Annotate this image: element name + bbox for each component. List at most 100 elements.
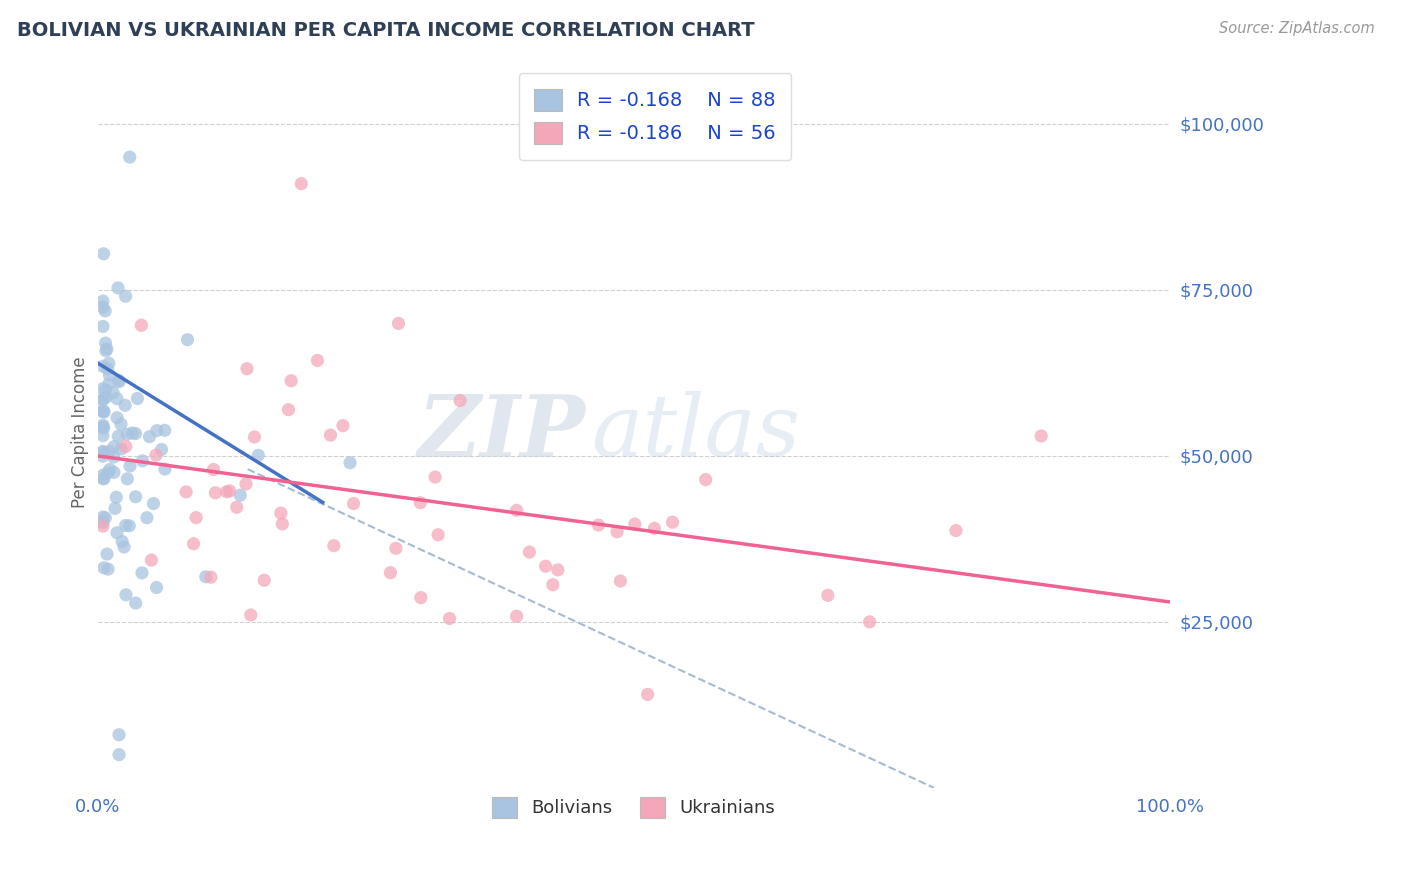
Point: [176, 333, 198, 347]
Point: [239, 607, 262, 622]
Point: [322, 539, 344, 553]
Point: [124, 490, 146, 504]
Point: [332, 418, 354, 433]
Point: [307, 353, 329, 368]
Point: [277, 402, 299, 417]
Point: [202, 462, 225, 476]
Point: [93, 405, 115, 419]
Point: [94, 304, 117, 318]
Point: [91, 392, 114, 407]
Point: [588, 518, 610, 533]
Point: [194, 570, 217, 584]
Point: [146, 424, 169, 438]
Point: [107, 373, 129, 387]
Point: [91, 294, 114, 309]
Point: [101, 385, 124, 400]
Point: [93, 421, 115, 435]
Point: [547, 563, 569, 577]
Point: [103, 440, 125, 454]
Point: [110, 417, 132, 432]
Point: [91, 405, 114, 419]
Point: [91, 519, 114, 533]
Point: [103, 465, 125, 479]
Text: BOLIVIAN VS UKRAINIAN PER CAPITA INCOME CORRELATION CHART: BOLIVIAN VS UKRAINIAN PER CAPITA INCOME …: [17, 21, 755, 39]
Point: [91, 510, 114, 524]
Point: [114, 439, 136, 453]
Text: Source: ZipAtlas.com: Source: ZipAtlas.com: [1219, 21, 1375, 36]
Point: [153, 423, 176, 437]
Point: [111, 534, 134, 549]
Point: [97, 466, 120, 480]
Point: [97, 356, 120, 370]
Point: [114, 289, 136, 303]
Point: [236, 361, 259, 376]
Point: [91, 516, 114, 530]
Point: [142, 497, 165, 511]
Point: [103, 450, 125, 464]
Point: [118, 150, 141, 164]
Point: [945, 524, 967, 538]
Point: [91, 300, 114, 314]
Point: [695, 473, 717, 487]
Point: [96, 342, 118, 356]
Point: [643, 521, 665, 535]
Point: [136, 510, 159, 524]
Point: [93, 246, 115, 260]
Point: [118, 518, 141, 533]
Point: [94, 336, 117, 351]
Text: ZIP: ZIP: [418, 391, 585, 475]
Point: [105, 525, 128, 540]
Point: [131, 318, 153, 333]
Point: [184, 510, 207, 524]
Point: [138, 430, 160, 444]
Point: [174, 484, 197, 499]
Point: [339, 456, 361, 470]
Point: [115, 427, 138, 442]
Point: [125, 596, 148, 610]
Point: [229, 488, 252, 502]
Point: [97, 562, 120, 576]
Point: [131, 566, 153, 580]
Point: [127, 392, 149, 406]
Point: [107, 281, 129, 295]
Point: [93, 560, 115, 574]
Point: [541, 578, 564, 592]
Point: [661, 515, 683, 529]
Point: [859, 615, 882, 629]
Point: [1031, 429, 1053, 443]
Point: [91, 472, 114, 486]
Point: [114, 518, 136, 533]
Point: [91, 403, 114, 417]
Point: [105, 491, 128, 505]
Point: [91, 445, 114, 459]
Point: [200, 570, 222, 584]
Point: [94, 390, 117, 404]
Point: [439, 611, 461, 625]
Point: [534, 559, 557, 574]
Point: [91, 319, 114, 334]
Point: [423, 470, 446, 484]
Point: [150, 442, 173, 457]
Point: [270, 506, 292, 520]
Point: [183, 537, 205, 551]
Point: [427, 527, 450, 541]
Point: [117, 472, 139, 486]
Point: [112, 540, 135, 554]
Point: [121, 425, 143, 440]
Point: [606, 524, 628, 539]
Point: [609, 574, 631, 588]
Point: [141, 553, 163, 567]
Point: [505, 503, 527, 517]
Point: [94, 343, 117, 358]
Point: [91, 419, 114, 434]
Point: [235, 477, 257, 491]
Point: [108, 728, 131, 742]
Point: [97, 444, 120, 458]
Point: [505, 609, 527, 624]
Point: [91, 418, 114, 433]
Point: [97, 361, 120, 376]
Point: [124, 426, 146, 441]
Point: [98, 462, 121, 476]
Point: [409, 496, 432, 510]
Point: [204, 485, 226, 500]
